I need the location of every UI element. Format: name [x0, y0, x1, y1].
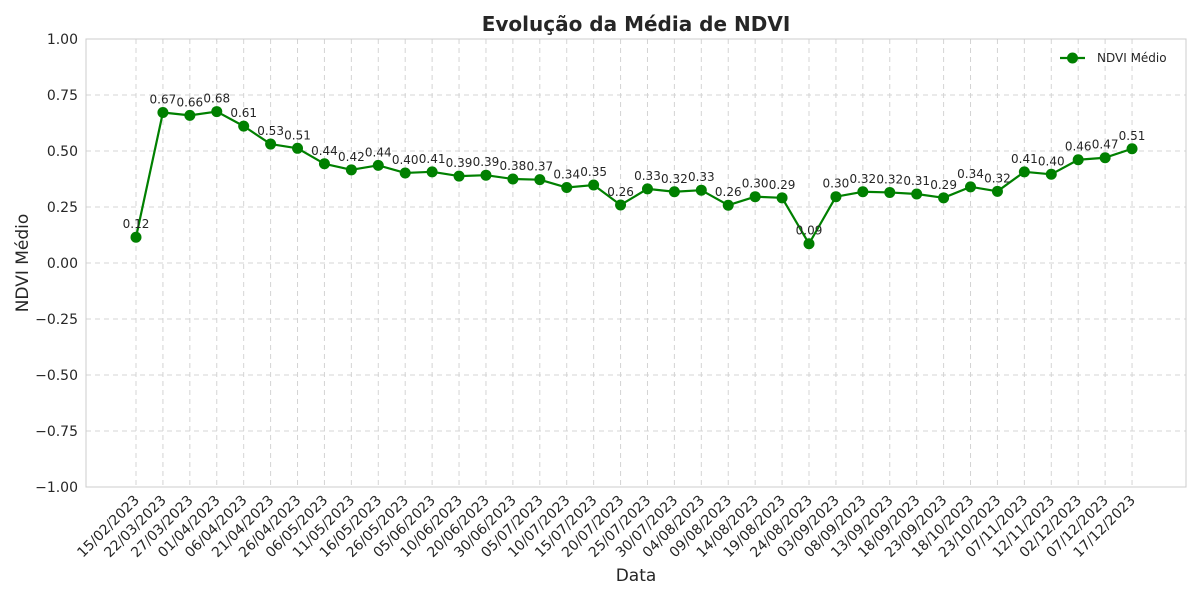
y-tick-label: −0.50	[35, 368, 78, 384]
data-label: 0.44	[365, 145, 392, 159]
data-label: 0.46	[1065, 140, 1092, 154]
data-label: 0.41	[419, 152, 446, 166]
data-point	[1045, 168, 1057, 180]
data-point	[426, 166, 438, 178]
data-label: 0.61	[230, 106, 257, 120]
data-label: 0.33	[688, 170, 715, 184]
x-axis-ticks: 15/02/202322/03/202327/03/202301/04/2023…	[74, 493, 1138, 561]
data-label: 0.51	[284, 128, 311, 142]
data-label: 0.32	[661, 172, 688, 186]
legend-marker	[1067, 52, 1078, 64]
data-point	[1099, 152, 1111, 164]
data-label: 0.31	[903, 174, 930, 188]
data-label: 0.66	[176, 95, 203, 109]
data-point	[938, 192, 950, 204]
data-point	[695, 184, 707, 196]
data-point	[318, 158, 330, 170]
data-point	[157, 106, 169, 118]
data-label: 0.29	[930, 178, 957, 192]
data-point	[561, 182, 573, 194]
data-label: 0.34	[553, 168, 580, 182]
data-label: 0.26	[715, 185, 742, 199]
data-label: 0.12	[123, 217, 150, 231]
data-point	[588, 179, 600, 191]
data-label: 0.30	[823, 177, 850, 191]
data-point	[399, 167, 411, 179]
y-tick-label: 0.50	[47, 144, 78, 160]
legend: NDVI Médio	[1060, 51, 1167, 65]
data-point	[991, 185, 1003, 197]
data-point	[211, 106, 223, 118]
data-label: 0.41	[1011, 152, 1038, 166]
data-points	[130, 106, 1138, 250]
data-point	[507, 173, 519, 185]
y-axis-ticks: −1.00 −0.75 −0.50 −0.25 0.00 0.25 0.50 0.75 1.00	[35, 32, 78, 496]
data-point	[480, 169, 492, 181]
data-point	[641, 183, 653, 195]
data-point	[265, 138, 277, 150]
y-tick-label: 1.00	[47, 32, 78, 48]
data-label: 0.32	[849, 172, 876, 186]
y-tick-label: 0.00	[47, 256, 78, 272]
y-tick-label: −0.75	[35, 424, 78, 440]
data-label: 0.53	[257, 124, 284, 138]
legend-label: NDVI Médio	[1097, 51, 1167, 65]
data-point	[884, 186, 896, 198]
data-point	[292, 142, 304, 154]
data-label: 0.51	[1119, 129, 1146, 143]
data-label: 0.33	[634, 169, 661, 183]
data-label: 0.40	[1038, 154, 1065, 168]
data-label: 0.38	[500, 159, 527, 173]
data-point	[130, 231, 142, 243]
data-label: 0.39	[446, 156, 473, 170]
data-label: 0.37	[526, 160, 553, 174]
data-label: 0.39	[473, 155, 500, 169]
data-point	[722, 199, 734, 211]
data-label: 0.44	[311, 144, 338, 158]
data-label: 0.30	[742, 177, 769, 191]
y-axis-label: NDVI Médio	[13, 214, 33, 313]
data-label: 0.29	[769, 178, 796, 192]
y-tick-label: 0.25	[47, 200, 78, 216]
data-label: 0.35	[580, 165, 607, 179]
data-label: 0.47	[1092, 138, 1119, 152]
y-tick-label: −0.25	[35, 312, 78, 328]
data-point	[857, 186, 869, 198]
data-point	[615, 199, 627, 211]
data-label: 0.32	[876, 172, 903, 186]
data-point	[534, 174, 546, 186]
data-label: 0.32	[984, 171, 1011, 185]
data-point	[453, 170, 465, 182]
data-label: 0.34	[957, 167, 984, 181]
data-label: 0.40	[392, 153, 419, 167]
data-point	[830, 191, 842, 203]
data-point	[668, 186, 680, 198]
data-point	[184, 109, 196, 121]
data-point	[1126, 143, 1138, 155]
y-tick-label: 0.75	[47, 88, 78, 104]
y-tick-label: −1.00	[35, 480, 78, 496]
data-point	[345, 164, 357, 176]
data-point	[1018, 166, 1030, 178]
data-point	[372, 159, 384, 171]
data-labels: 0.120.67 0.66 0.680.610.53 0.510.44 0.42 0.44…	[123, 92, 1146, 238]
chart-title: Evolução da Média de NDVI	[482, 12, 791, 36]
data-point	[749, 191, 761, 203]
data-point	[776, 192, 788, 204]
data-point	[911, 188, 923, 200]
plot-area	[85, 38, 1187, 488]
data-label: 0.67	[150, 92, 177, 106]
data-point	[1072, 154, 1084, 166]
data-point	[803, 238, 815, 250]
data-label: 0.42	[338, 150, 365, 164]
data-point	[238, 120, 250, 132]
data-label: 0.68	[203, 92, 230, 106]
data-point	[965, 181, 977, 193]
x-axis-label: Data	[616, 566, 657, 586]
data-label: 0.26	[607, 185, 634, 199]
data-label: 0.09	[796, 224, 823, 238]
grid-lines	[86, 38, 1186, 488]
